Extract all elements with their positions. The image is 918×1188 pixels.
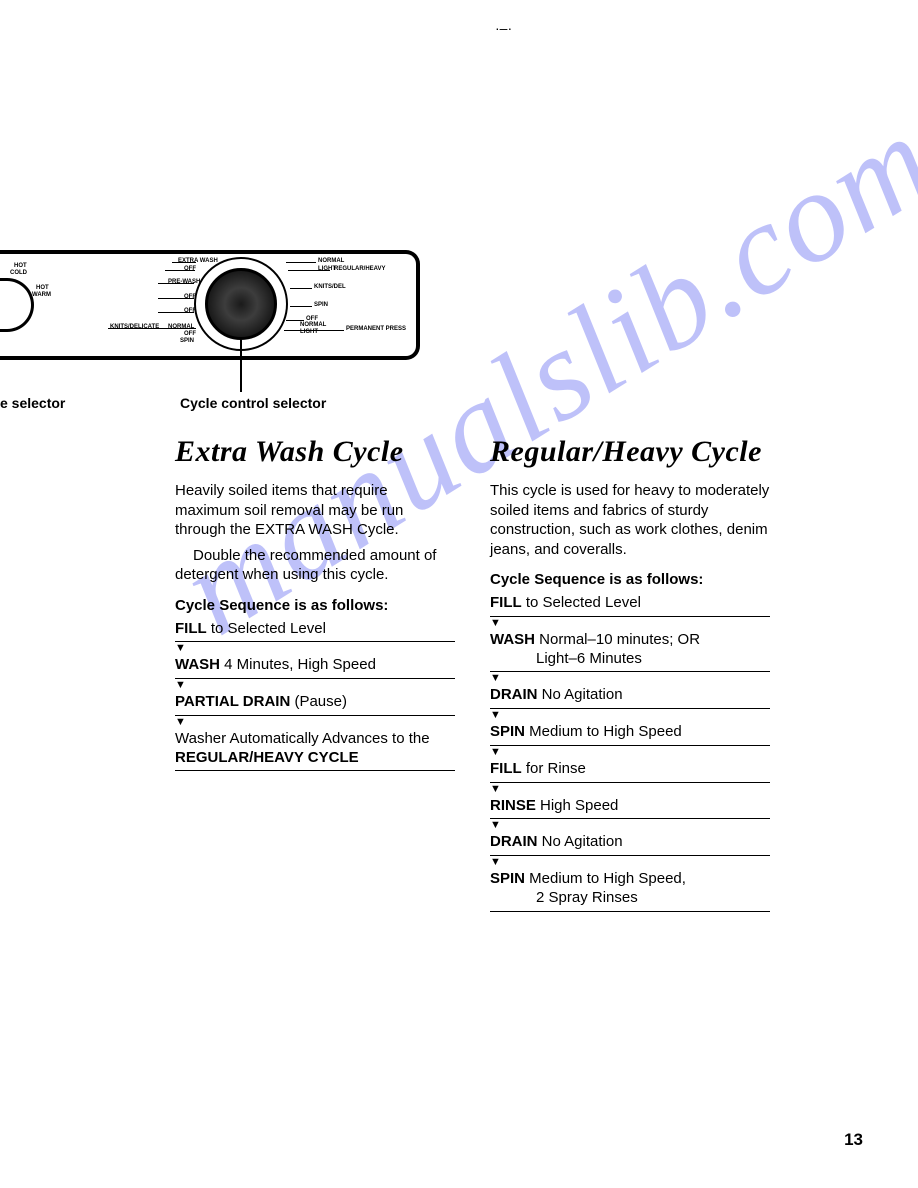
arrow-down-icon: ▼ bbox=[490, 820, 770, 831]
arrow-down-icon: ▼ bbox=[175, 643, 455, 654]
tiny-off3: OFF bbox=[184, 308, 196, 314]
tiny-regheavy: REGULAR/HEAVY bbox=[334, 266, 386, 272]
tiny-spin-r: SPIN bbox=[314, 302, 328, 308]
tiny-prewash: PRE-WASH bbox=[168, 279, 200, 285]
tiny-hot: HOT bbox=[14, 263, 27, 269]
tiny-cold: COLD bbox=[10, 270, 27, 276]
arrow-down-icon: ▼ bbox=[175, 680, 455, 691]
extra-wash-title: Extra Wash Cycle bbox=[175, 435, 455, 469]
tick bbox=[286, 320, 304, 321]
seq-row: DRAIN No Agitation bbox=[490, 684, 770, 709]
tick bbox=[286, 262, 316, 263]
seq-row: RINSE High Speed bbox=[490, 795, 770, 820]
seq-row: SPIN Medium to High Speed,2 Spray Rinses bbox=[490, 868, 770, 912]
seq-row: WASH 4 Minutes, High Speed bbox=[175, 654, 455, 679]
center-selector-label: Cycle control selector bbox=[180, 395, 326, 411]
seq-row-final: Washer Automatically Advances to the REG… bbox=[175, 728, 455, 772]
tiny-extra-wash: EXTRA WASH bbox=[178, 258, 218, 264]
callout-line bbox=[240, 340, 242, 392]
right-column: Regular/Heavy Cycle This cycle is used f… bbox=[490, 435, 770, 912]
extra-wash-p1: Heavily soiled items that require maximu… bbox=[175, 481, 455, 540]
arrow-down-icon: ▼ bbox=[490, 857, 770, 868]
cycle-knob bbox=[205, 268, 277, 340]
arrow-down-icon: ▼ bbox=[490, 747, 770, 758]
arrow-down-icon: ▼ bbox=[175, 717, 455, 728]
reg-seq-header: Cycle Sequence is as follows: bbox=[490, 571, 770, 588]
arrow-down-icon: ▼ bbox=[490, 618, 770, 629]
tick bbox=[290, 288, 312, 289]
tiny-off2: OFF bbox=[184, 294, 196, 300]
seq-row: WASH Normal–10 minutes; ORLight–6 Minute… bbox=[490, 629, 770, 673]
left-selector-label: e selector bbox=[0, 395, 65, 411]
page-number: 13 bbox=[844, 1130, 863, 1150]
tiny-spin: SPIN bbox=[180, 338, 194, 344]
tick bbox=[290, 306, 312, 307]
arrow-down-icon: ▼ bbox=[490, 784, 770, 795]
tiny-permpress: PERMANENT PRESS bbox=[346, 326, 406, 332]
seq-row: PARTIAL DRAIN (Pause) bbox=[175, 691, 455, 716]
regular-heavy-p1: This cycle is used for heavy to moderate… bbox=[490, 481, 770, 559]
extra-seq-header: Cycle Sequence is as follows: bbox=[175, 597, 455, 614]
seq-row: DRAIN No Agitation bbox=[490, 831, 770, 856]
tiny-light-br: LIGHT bbox=[300, 329, 318, 335]
seq-row: SPIN Medium to High Speed bbox=[490, 721, 770, 746]
regular-heavy-title: Regular/Heavy Cycle bbox=[490, 435, 770, 469]
seq-row: FILL for Rinse bbox=[490, 758, 770, 783]
extra-wash-p2: Double the recommended amount of deterge… bbox=[175, 546, 455, 585]
manual-page: ·–· HOT COLD HOT WARM EXTRA WASH OFF PRE… bbox=[0, 0, 918, 1188]
tiny-off4: OFF bbox=[184, 331, 196, 337]
arrow-down-icon: ▼ bbox=[490, 673, 770, 684]
tiny-hot2: HOT bbox=[36, 285, 49, 291]
seq-row: FILL to Selected Level bbox=[175, 618, 455, 643]
tiny-knits-r: KNITS/DEL bbox=[314, 284, 346, 290]
seq-row: FILL to Selected Level bbox=[490, 592, 770, 617]
tiny-normal-r: NORMAL bbox=[318, 258, 344, 264]
tiny-warm: WARM bbox=[32, 292, 51, 298]
left-column: Extra Wash Cycle Heavily soiled items th… bbox=[175, 435, 455, 771]
tiny-normal-br: NORMAL bbox=[300, 322, 326, 328]
tiny-off1: OFF bbox=[184, 266, 196, 272]
top-mark: ·–· bbox=[495, 20, 512, 36]
arrow-down-icon: ▼ bbox=[490, 710, 770, 721]
tiny-knits: KNITS/DELICATE bbox=[110, 324, 159, 330]
tiny-normal: NORMAL bbox=[168, 324, 194, 330]
